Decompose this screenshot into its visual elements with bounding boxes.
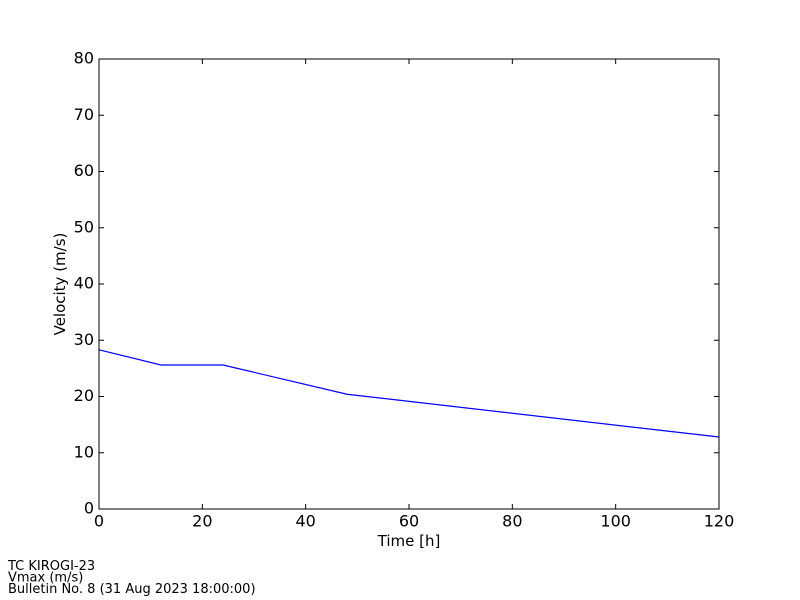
- footer-line: TC KIROGI-23: [7, 559, 95, 574]
- x-tick-label: 100: [600, 512, 631, 531]
- y-tick-label: 70: [74, 105, 94, 124]
- y-tick-label: 80: [74, 49, 94, 68]
- x-tick-label: 0: [94, 512, 104, 531]
- y-tick-label: 60: [74, 161, 94, 180]
- x-axis-label: Time [h]: [377, 532, 441, 550]
- y-tick-label: 0: [84, 499, 94, 518]
- x-tick-label: 80: [502, 512, 522, 531]
- y-tick-label: 50: [74, 217, 94, 236]
- y-axis-label: Velocity (m/s): [51, 233, 69, 336]
- y-tick-label: 30: [74, 330, 94, 349]
- footer-line: Bulletin No. 8 (31 Aug 2023 18:00:00): [8, 582, 256, 597]
- x-tick-label: 20: [192, 512, 212, 531]
- x-tick-label: 60: [399, 512, 419, 531]
- y-tick-label: 40: [74, 274, 94, 293]
- plot-frame: [98, 58, 720, 510]
- line-series: [98, 349, 720, 438]
- x-tick-label: 120: [704, 512, 735, 531]
- y-tick-label: 20: [74, 386, 94, 405]
- footer-line: Vmax (m/s): [8, 571, 83, 586]
- x-tick-label: 40: [295, 512, 315, 531]
- y-tick-label: 10: [74, 442, 94, 461]
